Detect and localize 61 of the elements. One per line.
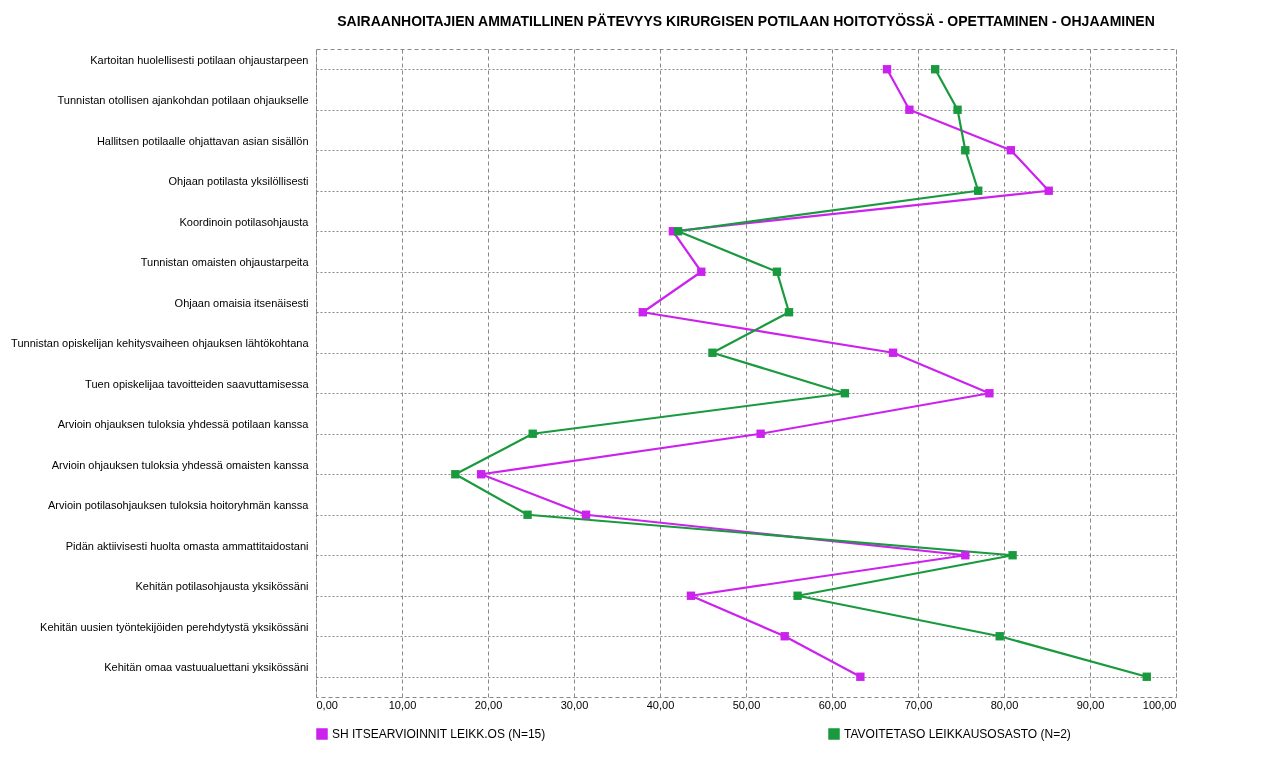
x-tick-label: 50,00	[732, 698, 761, 711]
point	[784, 308, 794, 317]
y-tick-label: Tunnistan otollisen ajankohdan potilaan ohjaukselle	[57, 94, 309, 107]
point	[686, 591, 696, 600]
y-tick-label: Tuen opiskelijaa tavoitteiden saavuttamisessa	[85, 377, 310, 390]
point	[905, 105, 914, 114]
chart-title: SAIRAANHOITAJIEN AMMATILLINEN PÄTEVYYS KIRURGISEN POTILAAN HOITOTYÖSSÄ - OPETTAMINEN - OHJAAMINEN	[337, 13, 1155, 29]
y-tick-label: Tunnistan opiskelijan kehitysvaiheen ohjauksen lähtökohtana	[11, 337, 310, 350]
point	[856, 672, 865, 681]
point	[523, 510, 532, 519]
point	[961, 551, 970, 560]
point	[780, 632, 789, 641]
legend-label: SH ITSEARVIOINNIT LEIKK.OS (N=15)	[332, 727, 546, 741]
y-tick-label: Ohjaan omaisia itsenäisesti	[174, 296, 309, 309]
y-tick-label: Kehitän potilasohjausta yksikössäni	[135, 580, 309, 593]
point	[673, 227, 683, 236]
x-tick-label: 80,00	[990, 698, 1019, 711]
x-tick-label: 70,00	[904, 698, 933, 711]
point	[1006, 146, 1016, 155]
point	[772, 267, 782, 276]
y-tick-label: Pidän aktiivisesti huolta omasta ammattitaidostani	[65, 539, 309, 552]
point	[697, 267, 706, 276]
point	[451, 470, 460, 479]
x-tick-label: 10,00	[388, 698, 417, 711]
y-tick-label: Ohjaan potilasta yksilöllisesti	[168, 175, 309, 188]
y-tick-label: Kehitän omaa vastuualuettani yksikössäni	[104, 661, 309, 674]
point	[793, 591, 802, 600]
y-tick-label: Kartoitan huolellisesti potilaan ohjaustarpeen	[90, 53, 309, 66]
point	[638, 308, 647, 317]
legend-label: TAVOITETASO LEIKKAUSOSASTO (N=2)	[844, 727, 1071, 741]
x-tick-label: 90,00	[1076, 698, 1105, 711]
x-tick-label: 60,00	[818, 698, 847, 711]
x-tick-label: 30,00	[560, 698, 589, 711]
point	[888, 348, 898, 357]
point	[974, 186, 983, 195]
point	[961, 146, 970, 155]
point	[528, 429, 537, 438]
y-tick-label: Tunnistan omaisten ohjaustarpeita	[140, 256, 310, 269]
point	[995, 632, 1004, 641]
point	[1008, 551, 1017, 560]
point	[953, 105, 962, 114]
y-tick-label: Hallitsen potilaalle ohjattavan asian sisällön	[96, 134, 309, 147]
y-tick-label: Arvioin ohjauksen tuloksia yhdessä omaisten kanssa	[51, 458, 310, 471]
point	[1044, 186, 1053, 195]
point	[985, 389, 994, 398]
point	[581, 510, 591, 519]
y-tick-label: Koordinoin potilasohjausta	[179, 215, 310, 228]
x-tick-label: 100,00	[1142, 698, 1177, 711]
y-tick-label: Arvioin ohjauksen tuloksia yhdessä potilaan kanssa	[57, 418, 310, 431]
y-tick-label: Arvioin potilasohjauksen tuloksia hoitoryhmän kanssa	[48, 499, 310, 512]
point	[882, 65, 892, 74]
x-tick-label: 0,00	[316, 698, 338, 711]
point	[476, 470, 486, 479]
y-tick-label: Kehitän uusien työntekijöiden perehdytystä yksikössäni	[40, 620, 309, 633]
point	[708, 348, 717, 357]
point	[931, 65, 940, 74]
x-tick-label: 40,00	[646, 698, 675, 711]
point	[756, 429, 765, 438]
point	[1142, 672, 1151, 681]
point	[840, 389, 850, 398]
x-tick-label: 20,00	[474, 698, 503, 711]
